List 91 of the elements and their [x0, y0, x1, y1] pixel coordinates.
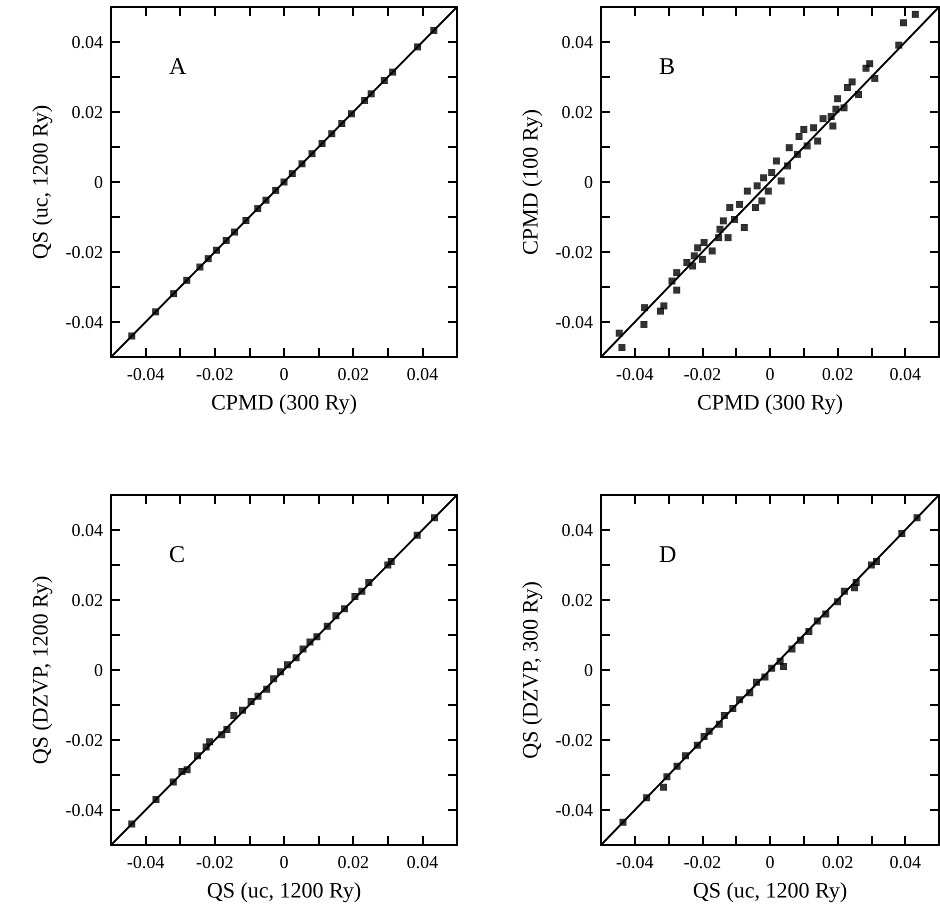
point: [810, 124, 818, 132]
y-axis-title: QS (uc, 1200 Ry): [28, 104, 52, 260]
x-tick-label: -0.04: [616, 852, 654, 872]
y-tick-label: -0.02: [556, 242, 593, 262]
y-tick-label: 0.02: [72, 590, 103, 610]
point: [780, 663, 788, 670]
point: [834, 95, 842, 102]
point: [772, 158, 780, 164]
point: [900, 19, 908, 26]
y-tick-label: -0.04: [556, 800, 593, 820]
point: [786, 144, 793, 152]
point: [673, 286, 680, 294]
point: [764, 188, 772, 195]
y-tick-label: 0.04: [562, 520, 593, 540]
point: [848, 78, 856, 86]
x-tick-label: 0: [280, 852, 288, 872]
y-tick-label: -0.02: [66, 242, 103, 262]
y-tick-label: 0.04: [72, 520, 103, 540]
point: [754, 182, 761, 190]
point: [694, 244, 702, 252]
x-tick-label: 0: [766, 364, 774, 384]
point: [744, 188, 751, 195]
point: [862, 64, 870, 72]
point: [640, 320, 648, 328]
point: [618, 344, 626, 352]
x-tick-label: 0.02: [822, 364, 854, 384]
point: [720, 217, 727, 224]
x-tick-label: 0.04: [889, 852, 921, 872]
point: [844, 84, 851, 91]
y-tick-label: -0.04: [556, 312, 593, 332]
x-tick-label: 0.04: [889, 364, 921, 384]
point: [708, 247, 716, 254]
annotation: C: [169, 542, 186, 568]
x-tick-label: 0: [766, 852, 774, 872]
point: [820, 115, 827, 122]
x-tick-label: -0.04: [126, 364, 164, 384]
y-tick-label: 0.04: [72, 32, 103, 52]
y-tick-label: 0: [584, 172, 593, 192]
x-tick-label: -0.04: [616, 364, 654, 384]
y-axis-title: QS (DZVP, 300 Ry): [518, 581, 542, 759]
point: [724, 234, 732, 242]
y-tick-label: 0: [584, 660, 593, 680]
y-axis-title: CPMD (100 Ry): [518, 109, 542, 255]
y-tick-label: 0.02: [562, 590, 593, 610]
point: [758, 197, 766, 204]
y-tick-label: -0.02: [556, 730, 593, 750]
point: [726, 204, 734, 212]
point: [673, 269, 680, 276]
y-tick-label: 0: [94, 660, 103, 680]
annotation: A: [169, 54, 187, 80]
point: [912, 10, 919, 18]
x-axis-title: QS (uc, 1200 Ry): [206, 878, 362, 902]
point: [800, 126, 808, 133]
y-tick-label: 0.02: [72, 102, 103, 122]
x-tick-label: 0.02: [337, 852, 369, 872]
point: [230, 712, 238, 719]
x-tick-label: -0.02: [196, 852, 234, 872]
point: [698, 256, 706, 263]
x-tick-label: 0: [280, 364, 288, 384]
y-tick-label: 0: [94, 172, 103, 192]
x-axis-title: CPMD (300 Ry): [211, 390, 357, 414]
x-tick-label: -0.04: [126, 852, 164, 872]
y-tick-label: -0.04: [66, 800, 103, 820]
point: [796, 133, 803, 140]
point: [740, 224, 748, 231]
point: [736, 200, 744, 208]
y-tick-label: -0.02: [66, 730, 103, 750]
x-tick-label: 0.02: [822, 852, 854, 872]
point: [814, 138, 822, 145]
point: [656, 308, 664, 315]
x-tick-label: 0.02: [337, 364, 369, 384]
x-tick-label: 0.04: [406, 364, 438, 384]
y-axis-title: QS (DZVP, 1200 Ry): [28, 576, 52, 764]
y-tick-label: 0.04: [562, 32, 593, 52]
point: [700, 239, 708, 246]
point: [760, 174, 768, 182]
point: [768, 169, 776, 176]
point: [660, 784, 668, 791]
y-tick-label: -0.04: [66, 312, 103, 332]
annotation: B: [659, 54, 676, 80]
x-tick-label: 0.04: [406, 852, 438, 872]
x-axis-title: QS (uc, 1200 Ry): [692, 878, 848, 902]
x-axis-title: CPMD (300 Ry): [697, 390, 843, 414]
point: [778, 177, 785, 184]
annotation: D: [659, 542, 676, 568]
y-tick-label: 0.02: [562, 102, 593, 122]
x-tick-label: -0.02: [684, 852, 722, 872]
x-tick-label: -0.02: [196, 364, 234, 384]
point: [752, 204, 759, 212]
x-tick-label: -0.02: [684, 364, 722, 384]
point: [829, 122, 836, 130]
